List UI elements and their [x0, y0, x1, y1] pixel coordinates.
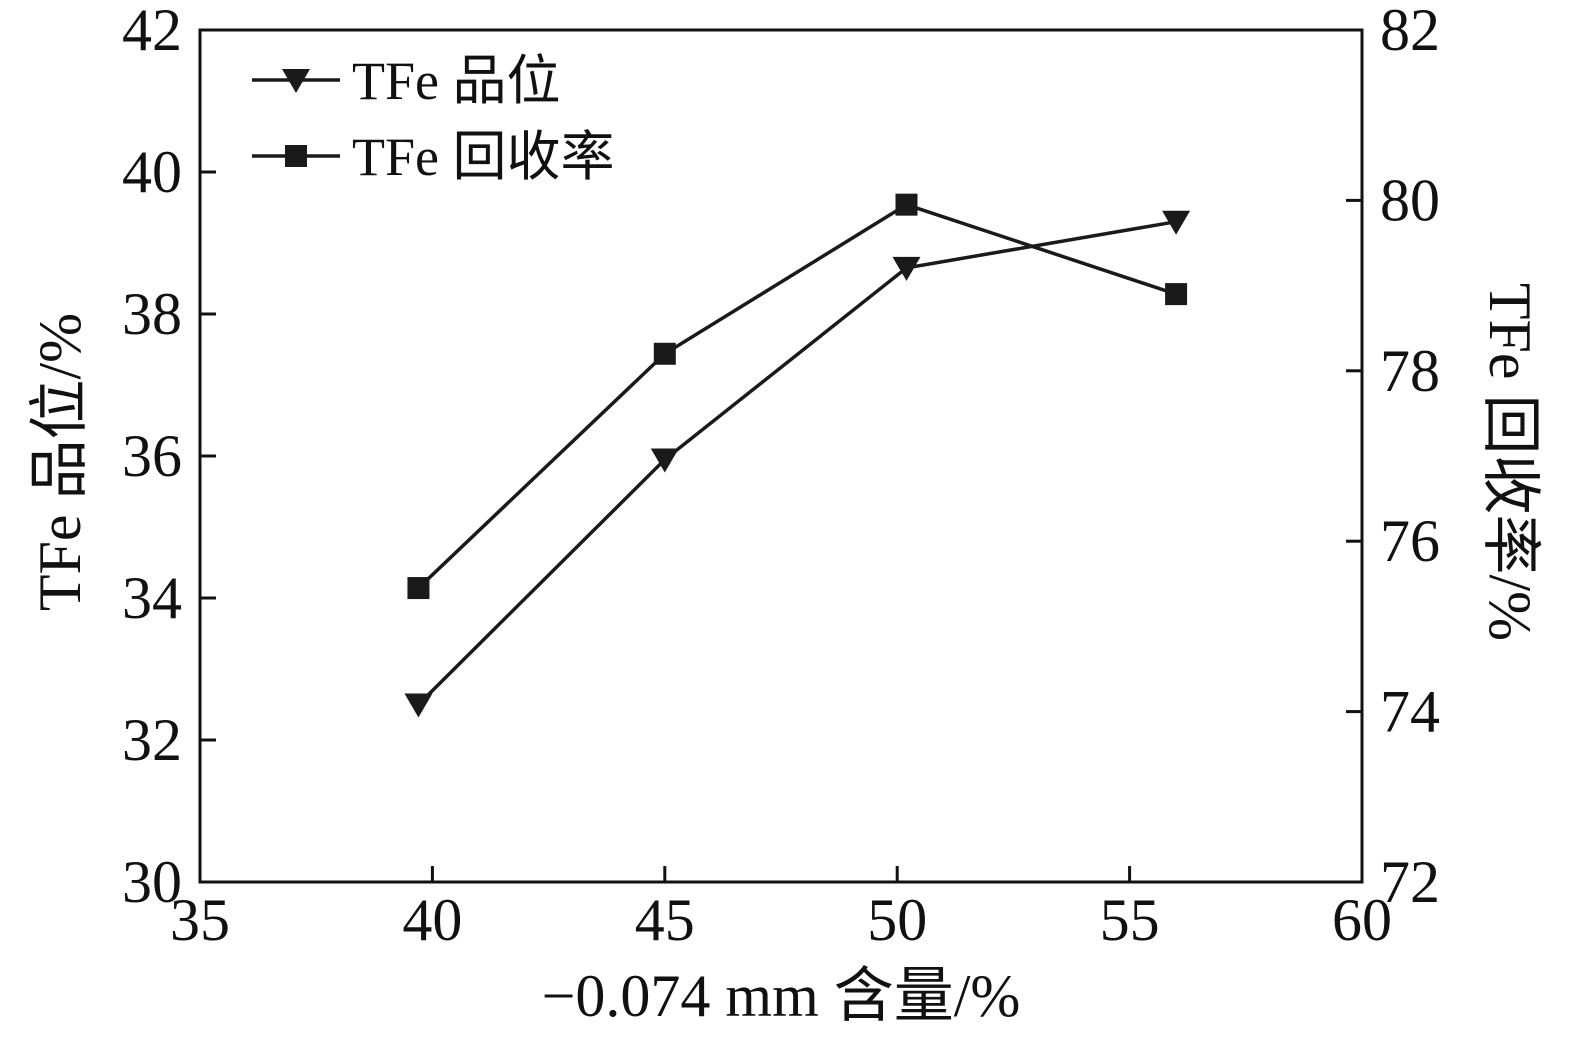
left-y-tick-label: 36 — [122, 423, 182, 489]
right-y-tick-label: 72 — [1380, 849, 1440, 915]
left-axis-label: TFe 品位/% — [27, 312, 93, 612]
legend-label: TFe 品位 — [352, 51, 561, 111]
triangle-down-marker — [650, 448, 679, 473]
square-marker — [895, 193, 918, 216]
square-marker — [653, 342, 676, 365]
triangle-down-marker — [892, 256, 921, 281]
x-axis-label: −0.074 mm 含量/% — [541, 963, 1021, 1029]
left-y-tick-label: 38 — [122, 281, 182, 347]
left-y-tick-label: 32 — [122, 707, 182, 773]
right-y-tick-label: 80 — [1380, 167, 1440, 233]
triangle-down-marker — [1162, 210, 1191, 235]
right-y-tick-label: 78 — [1380, 338, 1440, 404]
left-y-tick-label: 34 — [122, 565, 182, 631]
x-tick-label: 55 — [1100, 887, 1160, 953]
triangle-down-marker — [282, 69, 310, 93]
legend-label: TFe 回收率 — [352, 127, 615, 187]
square-marker — [1165, 283, 1188, 306]
square-marker — [285, 145, 307, 167]
x-tick-label: 40 — [402, 887, 462, 953]
left-y-tick-label: 42 — [122, 0, 182, 63]
right-y-tick-label: 74 — [1380, 679, 1440, 745]
left-y-tick-label: 40 — [122, 139, 182, 205]
x-tick-label: 35 — [170, 887, 230, 953]
x-tick-label: 45 — [635, 887, 695, 953]
series-line-1 — [417, 202, 1177, 590]
triangle-down-marker — [404, 693, 433, 718]
right-axis-label: TFe 回收率/% — [1477, 282, 1543, 642]
square-marker — [407, 577, 430, 600]
x-tick-label: 50 — [867, 887, 927, 953]
right-y-tick-label: 76 — [1380, 508, 1440, 574]
series-line-0 — [417, 219, 1177, 706]
right-y-tick-label: 82 — [1380, 0, 1440, 63]
left-y-tick-label: 30 — [122, 849, 182, 915]
x-tick-label: 60 — [1332, 887, 1392, 953]
